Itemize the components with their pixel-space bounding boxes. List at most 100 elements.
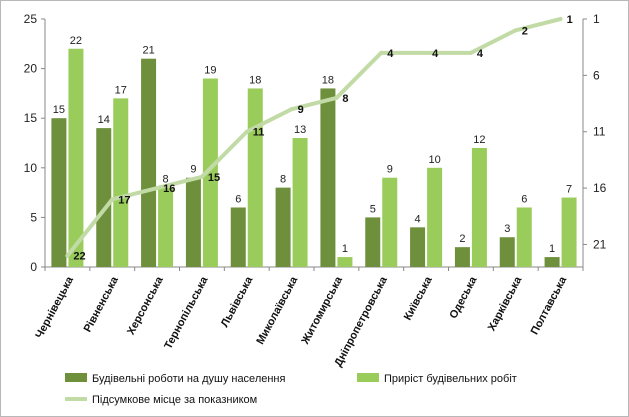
bar-per-capita bbox=[141, 58, 157, 268]
bar-growth bbox=[113, 98, 129, 267]
y-left-tick-label: 0 bbox=[30, 260, 37, 274]
bar-growth-label: 13 bbox=[294, 124, 306, 136]
category-label: Київська bbox=[402, 274, 435, 322]
bar-growth bbox=[561, 197, 577, 267]
bar-growth-label: 1 bbox=[342, 243, 348, 255]
category-label: Полтавська bbox=[529, 274, 570, 337]
legend-swatch-growth bbox=[357, 373, 379, 382]
category-label: Дніпропетровська bbox=[332, 274, 390, 369]
bar-growth bbox=[68, 48, 84, 268]
y-right-tick-label: 1 bbox=[593, 12, 600, 26]
bar-per-capita bbox=[410, 227, 426, 267]
bar-growth bbox=[202, 78, 218, 268]
y-right-tick-label: 6 bbox=[593, 68, 600, 82]
rank-label: 17 bbox=[118, 194, 130, 206]
bar-growth bbox=[427, 167, 443, 267]
bar-growth bbox=[247, 88, 263, 267]
bar-per-capita-label: 2 bbox=[459, 233, 465, 245]
category-label: Рівненська bbox=[82, 274, 122, 334]
rank-label: 4 bbox=[432, 48, 439, 60]
y-left-tick-label: 10 bbox=[24, 161, 38, 175]
bar-per-capita-label: 21 bbox=[142, 45, 154, 57]
rank-label: 1 bbox=[567, 14, 573, 26]
bar-per-capita bbox=[320, 88, 336, 267]
bar-per-capita-label: 4 bbox=[415, 213, 421, 225]
legend-label-rank: Підсумкове місце за показником bbox=[92, 394, 257, 406]
rank-point bbox=[244, 129, 249, 134]
bar-growth bbox=[382, 177, 398, 267]
rank-point bbox=[334, 95, 339, 100]
bar-growth-label: 9 bbox=[387, 164, 393, 176]
y-left-tick-label: 5 bbox=[30, 210, 37, 224]
rank-point bbox=[468, 50, 473, 55]
bar-per-capita-label: 3 bbox=[504, 223, 510, 235]
rank-label: 15 bbox=[208, 172, 220, 184]
rank-point bbox=[379, 50, 384, 55]
bar-growth-label: 17 bbox=[115, 84, 127, 96]
category-label: Чернівецька bbox=[33, 274, 76, 341]
bar-growth bbox=[158, 187, 174, 267]
bar-per-capita bbox=[51, 118, 67, 267]
category-label: Львівська bbox=[219, 274, 256, 329]
bar-per-capita-label: 9 bbox=[190, 164, 196, 176]
rank-label: 22 bbox=[73, 251, 85, 263]
rank-label: 4 bbox=[387, 48, 394, 60]
bar-growth-label: 22 bbox=[70, 35, 82, 47]
rank-label: 4 bbox=[477, 48, 484, 60]
legend-swatch-per-capita bbox=[65, 373, 87, 382]
bar-per-capita bbox=[365, 217, 381, 267]
rank-point bbox=[424, 50, 429, 55]
bar-growth bbox=[292, 138, 308, 267]
bar-growth-label: 19 bbox=[204, 65, 216, 77]
bar-per-capita bbox=[185, 177, 201, 267]
bar-growth bbox=[471, 147, 487, 267]
bar-per-capita-label: 5 bbox=[370, 203, 376, 215]
rank-label: 16 bbox=[163, 183, 175, 195]
category-label: Житомирська bbox=[299, 274, 346, 347]
bar-per-capita-label: 8 bbox=[280, 174, 286, 186]
bar-per-capita-label: 6 bbox=[235, 193, 241, 205]
bar-per-capita-label: 15 bbox=[53, 104, 65, 116]
y-right-tick-label: 21 bbox=[593, 237, 607, 251]
y-right-tick-label: 16 bbox=[593, 181, 607, 195]
category-label: Тернопільська bbox=[162, 274, 211, 351]
category-label: Херсонська bbox=[125, 274, 166, 337]
category-label: Одеська bbox=[447, 274, 479, 321]
bar-growth bbox=[516, 207, 532, 267]
bar-growth-label: 12 bbox=[473, 134, 485, 146]
rank-line-path bbox=[65, 17, 563, 258]
bar-per-capita-label: 1 bbox=[549, 243, 555, 255]
legend: Будівельні роботи на душу населення Прирі… bbox=[65, 373, 517, 406]
data-labels: 1522141721891961881318159410212361722171… bbox=[53, 14, 573, 263]
rank-label: 11 bbox=[253, 127, 265, 139]
y-left-tick-label: 20 bbox=[24, 62, 38, 76]
rank-label: 2 bbox=[522, 25, 528, 37]
rank-label: 8 bbox=[342, 93, 348, 105]
rank-point bbox=[558, 17, 563, 21]
bar-growth-label: 18 bbox=[249, 74, 261, 86]
bar-growth-label: 10 bbox=[428, 154, 440, 166]
bar-per-capita bbox=[96, 128, 112, 267]
rank-point bbox=[513, 28, 518, 33]
rank-point bbox=[110, 197, 115, 202]
y-right-tick-label: 11 bbox=[593, 125, 606, 139]
bar-per-capita-label: 18 bbox=[322, 74, 334, 86]
bar-growth-label: 8 bbox=[163, 174, 169, 186]
category-labels: Чернівецька Рівненська ХерсонськаТернопіль… bbox=[33, 274, 569, 369]
rank-point bbox=[65, 253, 70, 258]
rank-line bbox=[65, 17, 563, 258]
category-label: Харківська bbox=[486, 274, 525, 333]
bar-per-capita bbox=[454, 247, 470, 267]
legend-label-growth: Приріст будівельних робіт bbox=[384, 373, 517, 385]
bar-growth-label: 7 bbox=[566, 184, 572, 196]
bar-per-capita bbox=[544, 257, 560, 267]
bar-per-capita bbox=[230, 207, 246, 267]
y-left-tick-label: 15 bbox=[24, 111, 38, 125]
bar-growth-label: 6 bbox=[521, 193, 527, 205]
rank-label: 9 bbox=[298, 104, 304, 116]
bar-per-capita bbox=[499, 237, 515, 267]
rank-point bbox=[199, 174, 204, 179]
rank-point bbox=[289, 107, 294, 112]
